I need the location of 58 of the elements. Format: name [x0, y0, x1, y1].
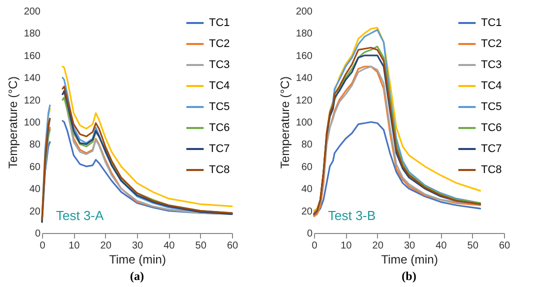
- y-tick-label: 100: [296, 118, 313, 128]
- x-axis-title: Time (min): [109, 252, 166, 266]
- annotation: Test 3-B: [328, 208, 376, 223]
- x-tick-label: 40: [436, 240, 448, 252]
- legend-label: TC4: [209, 80, 230, 92]
- y-tick-label: 40: [301, 184, 313, 196]
- x-tick-label: 60: [498, 240, 510, 252]
- x-tick-label: 60: [226, 240, 238, 252]
- x-tick-label: 40: [164, 240, 176, 252]
- y-tick-label: 160: [24, 50, 41, 62]
- x-tick-label: 30: [404, 240, 416, 252]
- x-tick-label: 50: [467, 240, 479, 252]
- legend-label: TC7: [481, 143, 502, 155]
- y-tick-label: 180: [24, 28, 41, 40]
- text: (a): [130, 269, 144, 283]
- legend-label: TC2: [209, 38, 230, 50]
- x-tick-label: 10: [68, 240, 80, 252]
- y-tick-label: 160: [296, 50, 313, 62]
- x-tick-label: 10: [340, 240, 352, 252]
- x-tick-label: 20: [100, 240, 112, 252]
- legend-label: TC5: [209, 101, 230, 113]
- y-tick-label: 60: [301, 162, 313, 173]
- y-tick-label: 120: [24, 95, 41, 106]
- legend-label: TC8: [209, 164, 230, 176]
- x-tick-label: 50: [195, 240, 207, 252]
- y-tick-label: 180: [296, 28, 313, 40]
- y-tick-label: 80: [301, 140, 313, 151]
- y-tick-label: 60: [29, 162, 41, 173]
- x-tick-label: 30: [132, 240, 144, 252]
- legend-label: TC6: [209, 122, 230, 134]
- y-tick-label: 100: [24, 118, 41, 128]
- legend-label: TC6: [481, 122, 502, 134]
- y-tick-label: 20: [29, 206, 41, 218]
- y-axis-title: Temperature (°C): [6, 76, 20, 169]
- legend-label: TC2: [481, 38, 502, 50]
- y-axis-title: Temperature (°C): [278, 76, 292, 169]
- legend-label: TC1: [481, 17, 502, 29]
- y-tick-label: 200: [24, 6, 41, 18]
- legend-label: TC8: [481, 164, 502, 176]
- legend-label: TC7: [209, 143, 230, 155]
- y-tick-label: 120: [296, 95, 313, 106]
- annotation: Test 3-A: [56, 208, 104, 223]
- y-tick-label: 140: [296, 73, 313, 84]
- y-tick-label: 80: [29, 140, 41, 151]
- x-tick-label: 20: [372, 240, 384, 252]
- y-tick-label: 140: [24, 73, 41, 84]
- y-tick-label: 0: [34, 228, 41, 240]
- legend-label: TC4: [481, 80, 502, 92]
- y-tick-label: 0: [306, 228, 313, 240]
- x-axis-title: Time (min): [381, 252, 438, 266]
- legend-label: TC3: [209, 59, 230, 71]
- legend-label: TC5: [481, 101, 502, 113]
- y-tick-label: 40: [29, 184, 41, 196]
- legend-label: TC3: [481, 59, 502, 71]
- y-tick-label: 200: [296, 6, 313, 18]
- legend-label: TC1: [209, 17, 230, 29]
- y-tick-label: 20: [301, 206, 313, 218]
- text: (b): [402, 269, 416, 283]
